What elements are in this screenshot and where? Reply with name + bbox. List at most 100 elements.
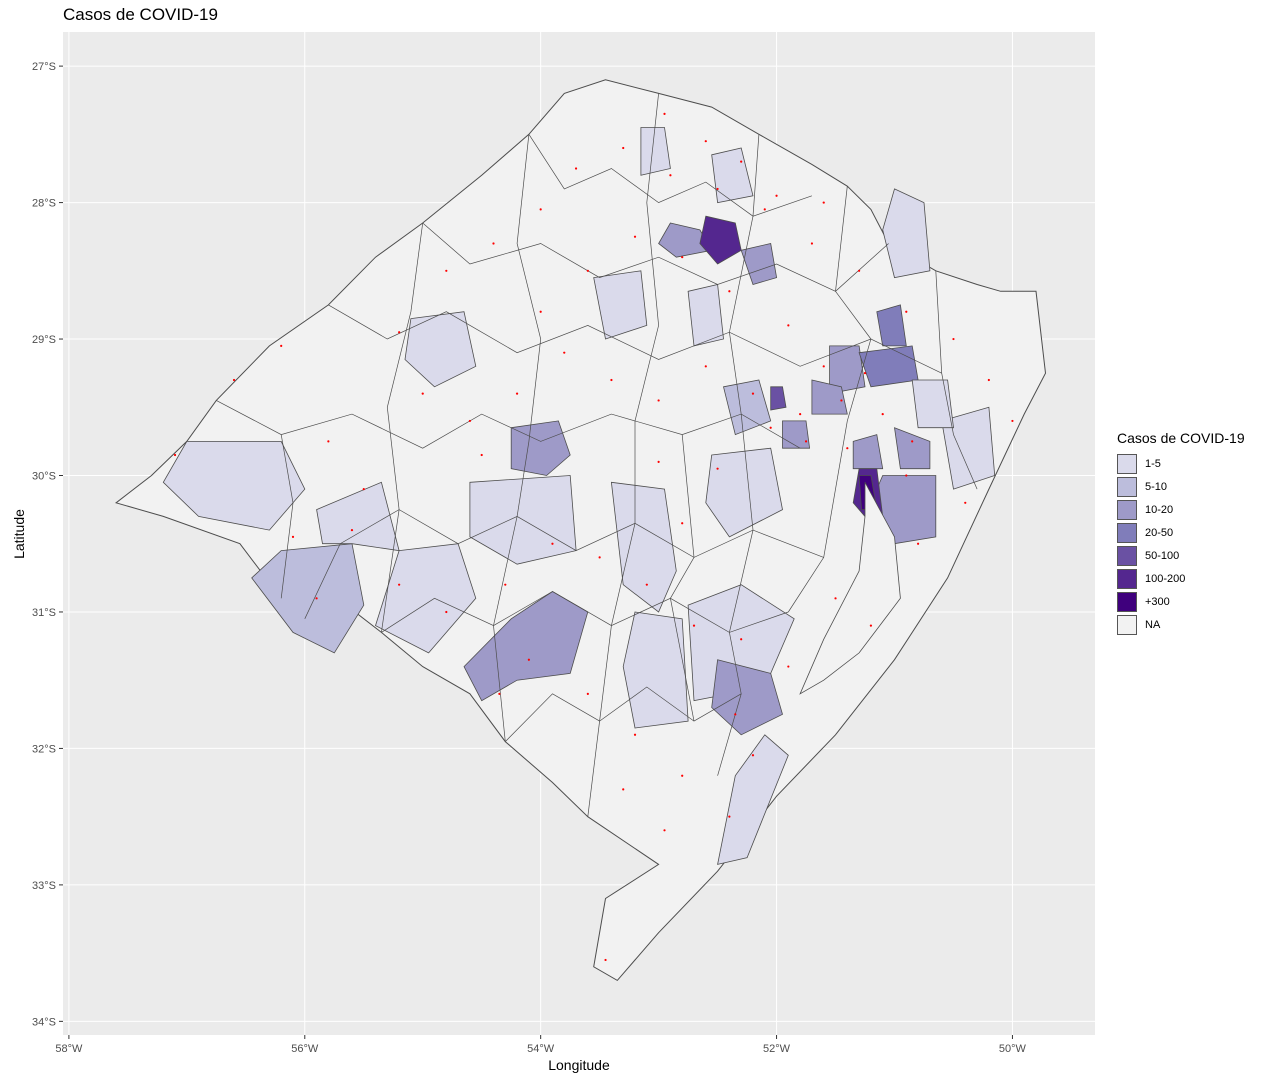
municipality-border	[381, 222, 424, 633]
centroid-point	[398, 331, 401, 334]
map-title: Casos de COVID-19	[63, 5, 218, 24]
municipality-region	[717, 734, 789, 865]
municipality-region	[622, 611, 689, 729]
municipality-border	[493, 134, 542, 742]
municipality-region	[740, 243, 778, 285]
y-tick-label: 30°S	[32, 471, 56, 483]
centroid-point	[663, 829, 666, 832]
municipality-region	[852, 434, 884, 470]
municipality-border	[422, 222, 889, 292]
legend: Casos de COVID-19 1-5 5-10 10-20 20-50 50-10…	[1117, 430, 1245, 636]
y-tick-label: 28°S	[32, 198, 56, 210]
municipality-region	[658, 222, 713, 258]
centroid-point	[704, 365, 707, 368]
lagoon-outline	[799, 482, 901, 695]
y-axis-ticks: 27°S 28°S 29°S 30°S 31°S 32°S 33°S 34°S	[32, 61, 63, 1028]
x-tick-label: 50°W	[999, 1043, 1027, 1055]
municipality-region	[811, 379, 848, 415]
centroid-point	[692, 624, 696, 627]
legend-label: NA	[1145, 618, 1161, 631]
centroid-layer	[173, 112, 1014, 962]
legend-label: 20-50	[1145, 526, 1174, 539]
municipality-region	[711, 147, 754, 204]
municipality-region	[162, 440, 306, 531]
centroid-point	[563, 351, 566, 354]
legend-swatch	[1117, 522, 1137, 543]
municipality-region	[699, 215, 742, 265]
x-tick-label: 52°W	[763, 1043, 791, 1055]
municipality-region	[404, 311, 477, 388]
centroid-point	[804, 440, 808, 443]
municipality-region	[610, 481, 677, 613]
municipality-border	[381, 591, 789, 633]
municipality-region	[829, 345, 866, 395]
centroid-point	[669, 174, 672, 177]
centroid-point	[751, 392, 755, 395]
centroid-point	[645, 583, 648, 586]
centroid-point	[280, 344, 283, 347]
centroid-point	[604, 958, 607, 962]
centroid-point	[787, 324, 790, 327]
x-axis-ticks: 58°W 56°W 54°W 52°W 50°W	[55, 1035, 1027, 1055]
centroid-point	[539, 310, 542, 313]
centroid-point	[681, 522, 684, 525]
centroid-point	[515, 392, 519, 395]
y-tick-label: 32°S	[32, 743, 56, 755]
municipality-layer	[115, 79, 1047, 982]
centroid-point	[987, 378, 990, 382]
centroid-point	[232, 378, 236, 382]
centroid-point	[480, 453, 483, 457]
centroid-point	[681, 774, 684, 777]
centroid-point	[657, 399, 660, 402]
legend-swatch	[1117, 499, 1137, 520]
municipality-region	[876, 304, 907, 347]
centroid-point	[622, 146, 625, 150]
centroid-point	[763, 208, 766, 211]
y-tick-label: 27°S	[32, 61, 56, 73]
centroid-point	[551, 542, 554, 545]
municipality-region	[687, 584, 795, 702]
legend-title: Casos de COVID-19	[1117, 430, 1245, 446]
centroid-point	[740, 160, 743, 163]
centroid-point	[822, 201, 825, 204]
y-tick-label: 34°S	[32, 1016, 56, 1028]
x-axis-title: Longitude	[548, 1057, 610, 1073]
centroid-point	[421, 392, 424, 395]
municipality-border	[788, 186, 872, 613]
municipality-border	[505, 686, 742, 742]
municipality-border	[587, 93, 659, 817]
centroid-point	[740, 638, 743, 641]
municipality-border	[935, 270, 978, 490]
centroid-point	[633, 733, 637, 736]
x-tick-label: 58°W	[55, 1043, 83, 1055]
centroid-point	[504, 583, 507, 586]
centroid-point	[574, 167, 578, 170]
legend-label: 50-100	[1145, 549, 1180, 562]
centroid-point	[291, 535, 295, 539]
centroid-point	[869, 624, 873, 627]
x-tick-label: 56°W	[291, 1043, 319, 1055]
centroid-point	[586, 692, 589, 695]
municipality-border	[280, 434, 294, 599]
centroid-point	[468, 419, 472, 423]
centroid-point	[787, 665, 790, 668]
centroid-point	[539, 208, 542, 211]
centroid-point	[964, 501, 967, 504]
centroid-point	[398, 583, 401, 586]
y-tick-label: 31°S	[32, 607, 56, 619]
centroid-point	[716, 187, 719, 191]
municipality-region	[782, 420, 811, 449]
centroid-point	[863, 372, 867, 375]
legend-item: 50-100	[1117, 544, 1245, 567]
centroid-point	[681, 256, 684, 259]
legend-item: 10-20	[1117, 498, 1245, 521]
centroid-point	[716, 467, 719, 470]
municipality-region	[894, 427, 931, 470]
centroid-point	[846, 447, 849, 450]
legend-label: 5-10	[1145, 480, 1168, 493]
legend-swatch	[1117, 453, 1137, 474]
centroid-point	[610, 378, 613, 382]
centroid-point	[704, 140, 707, 143]
centroid-point	[362, 488, 365, 491]
